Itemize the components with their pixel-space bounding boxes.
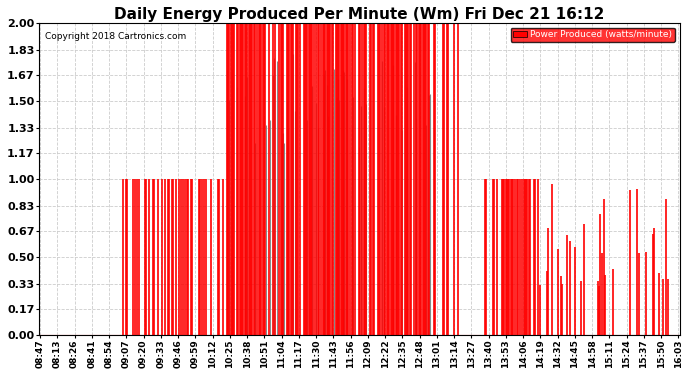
Text: Copyright 2018 Cartronics.com: Copyright 2018 Cartronics.com — [45, 33, 186, 42]
Legend: Power Produced (watts/minute): Power Produced (watts/minute) — [511, 28, 675, 42]
Title: Daily Energy Produced Per Minute (Wm) Fri Dec 21 16:12: Daily Energy Produced Per Minute (Wm) Fr… — [114, 7, 604, 22]
